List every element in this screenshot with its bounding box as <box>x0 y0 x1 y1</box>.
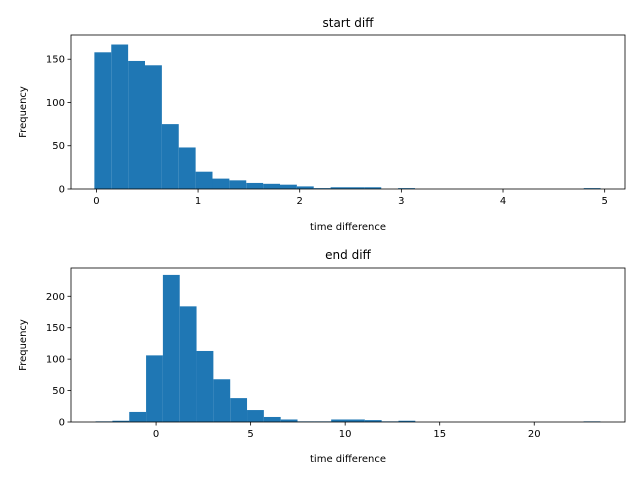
histogram-bar <box>331 419 348 422</box>
x-axis-label: time difference <box>310 222 386 233</box>
y-tick-label: 100 <box>46 98 65 109</box>
x-axis-ticks: 0 5 10 15 20 <box>153 422 541 440</box>
x-tick-label: 5 <box>601 196 607 207</box>
histogram-bar <box>364 420 382 422</box>
histogram-bar <box>263 416 281 422</box>
y-tick-label: 150 <box>46 323 65 334</box>
histogram-bar <box>212 178 230 189</box>
histogram-bar <box>398 420 416 422</box>
histogram-bar <box>195 171 213 189</box>
end-diff-histogram: end diff 0 5 10 15 20 0 50 100 150 200 time diff… <box>18 248 626 465</box>
histogram-bar <box>178 147 196 189</box>
y-tick-label: 50 <box>52 141 65 152</box>
histogram-bar <box>196 350 214 422</box>
histogram-bar <box>229 180 247 189</box>
histogram-bar <box>247 410 264 422</box>
x-tick-label: 4 <box>500 196 506 207</box>
histogram-bar <box>280 419 298 422</box>
chart-title: end diff <box>325 248 371 262</box>
bars-group <box>94 44 601 190</box>
start-diff-histogram: start diff 0 1 2 3 4 5 0 50 100 150 time differe… <box>18 16 626 233</box>
histogram-bar <box>398 188 415 189</box>
x-tick-label: 1 <box>195 196 201 207</box>
x-tick-label: 0 <box>153 429 159 440</box>
histogram-bar <box>279 184 297 189</box>
histogram-bar <box>313 188 331 189</box>
y-tick-label: 50 <box>52 386 65 397</box>
histogram-bar <box>128 60 146 190</box>
plot-frame <box>70 267 626 423</box>
histogram-bar <box>112 420 130 422</box>
histogram-bar <box>146 355 163 422</box>
histogram-bar <box>347 187 365 189</box>
y-tick-label: 200 <box>46 292 65 303</box>
histogram-bar <box>296 186 314 189</box>
x-tick-label: 2 <box>297 196 303 207</box>
x-tick-label: 20 <box>528 429 541 440</box>
plot-frame <box>70 34 626 190</box>
y-axis-label: Frequency <box>18 319 29 371</box>
histogram-bar <box>179 306 197 422</box>
histogram-bar <box>263 183 280 189</box>
histogram-bar <box>111 44 129 190</box>
histogram-bar <box>213 379 231 422</box>
y-tick-label: 150 <box>46 55 65 66</box>
y-tick-label: 100 <box>46 355 65 366</box>
y-axis-ticks: 0 50 100 150 200 <box>46 292 71 429</box>
histogram-bar <box>583 188 601 189</box>
bars-group <box>95 274 601 422</box>
histogram-bar <box>230 398 248 422</box>
histogram-bar <box>94 52 112 189</box>
x-tick-label: 5 <box>247 429 253 440</box>
y-tick-label: 0 <box>59 185 65 196</box>
x-tick-label: 10 <box>339 429 352 440</box>
histogram-bar <box>145 65 162 189</box>
histogram-bar <box>330 187 348 189</box>
x-axis-label: time difference <box>310 454 386 465</box>
histogram-bar <box>161 124 179 189</box>
x-axis-ticks: 0 1 2 3 4 5 <box>93 189 608 207</box>
histogram-bar <box>348 419 365 422</box>
histogram-bar <box>129 411 147 422</box>
y-axis-ticks: 0 50 100 150 <box>46 55 71 196</box>
y-tick-label: 0 <box>59 418 65 429</box>
y-axis-label: Frequency <box>18 86 29 138</box>
histogram-bar <box>162 274 180 422</box>
x-tick-label: 15 <box>433 429 446 440</box>
x-tick-label: 0 <box>93 196 99 207</box>
chart-title: start diff <box>323 16 375 30</box>
histogram-bar <box>364 187 382 189</box>
histogram-bar <box>246 182 264 189</box>
x-tick-label: 3 <box>398 196 404 207</box>
